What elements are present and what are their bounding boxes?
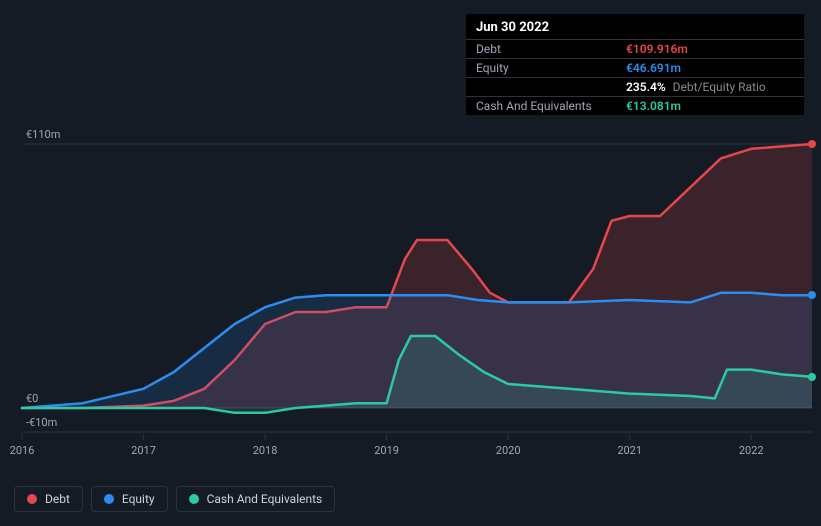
tooltip-row-label: Equity bbox=[476, 61, 626, 75]
x-axis-label: 2018 bbox=[253, 444, 278, 457]
tooltip-date: Jun 30 2022 bbox=[466, 14, 804, 39]
series-end-dot bbox=[808, 373, 816, 381]
legend-dot-icon bbox=[27, 494, 37, 504]
tooltip-row: Equity€46.691m bbox=[466, 58, 804, 77]
x-axis-label: 2017 bbox=[131, 444, 156, 457]
x-axis-label: 2016 bbox=[10, 444, 35, 457]
x-axis-label: 2020 bbox=[496, 444, 521, 457]
tooltip-row-value: 235.4% Debt/Equity Ratio bbox=[626, 80, 766, 94]
y-axis-label: -€10m bbox=[26, 416, 57, 429]
tooltip-row-extra: Debt/Equity Ratio bbox=[670, 80, 766, 94]
chart-tooltip: Jun 30 2022 Debt€109.916mEquity€46.691m2… bbox=[466, 14, 804, 115]
tooltip-row-label: Cash And Equivalents bbox=[476, 99, 626, 113]
legend-dot-icon bbox=[104, 494, 114, 504]
series-end-dot bbox=[808, 140, 816, 148]
legend-item[interactable]: Cash And Equivalents bbox=[176, 486, 336, 512]
x-axis-label: 2022 bbox=[739, 444, 764, 457]
tooltip-row-label bbox=[476, 80, 626, 94]
legend-label: Debt bbox=[45, 492, 70, 506]
tooltip-row: Cash And Equivalents€13.081m bbox=[466, 96, 804, 115]
chart-legend: Debt Equity Cash And Equivalents bbox=[14, 486, 335, 512]
legend-item[interactable]: Equity bbox=[91, 486, 168, 512]
x-axis-label: 2019 bbox=[374, 444, 399, 457]
legend-label: Equity bbox=[122, 492, 155, 506]
y-axis-label: €110m bbox=[26, 128, 60, 141]
series-end-dot bbox=[808, 291, 816, 299]
tooltip-row-label: Debt bbox=[476, 42, 626, 56]
debt-equity-chart[interactable]: €110m€0-€10m2016201720182019202020212022 bbox=[14, 120, 821, 460]
tooltip-row: Debt€109.916m bbox=[466, 39, 804, 58]
legend-dot-icon bbox=[189, 494, 199, 504]
legend-item[interactable]: Debt bbox=[14, 486, 83, 512]
tooltip-row-value: €46.691m bbox=[626, 61, 681, 75]
x-axis-label: 2021 bbox=[617, 444, 642, 457]
legend-label: Cash And Equivalents bbox=[207, 492, 323, 506]
y-axis-label: €0 bbox=[26, 392, 38, 405]
tooltip-row-value: €13.081m bbox=[626, 99, 681, 113]
tooltip-row: 235.4% Debt/Equity Ratio bbox=[466, 77, 804, 96]
tooltip-row-value: €109.916m bbox=[626, 42, 688, 56]
